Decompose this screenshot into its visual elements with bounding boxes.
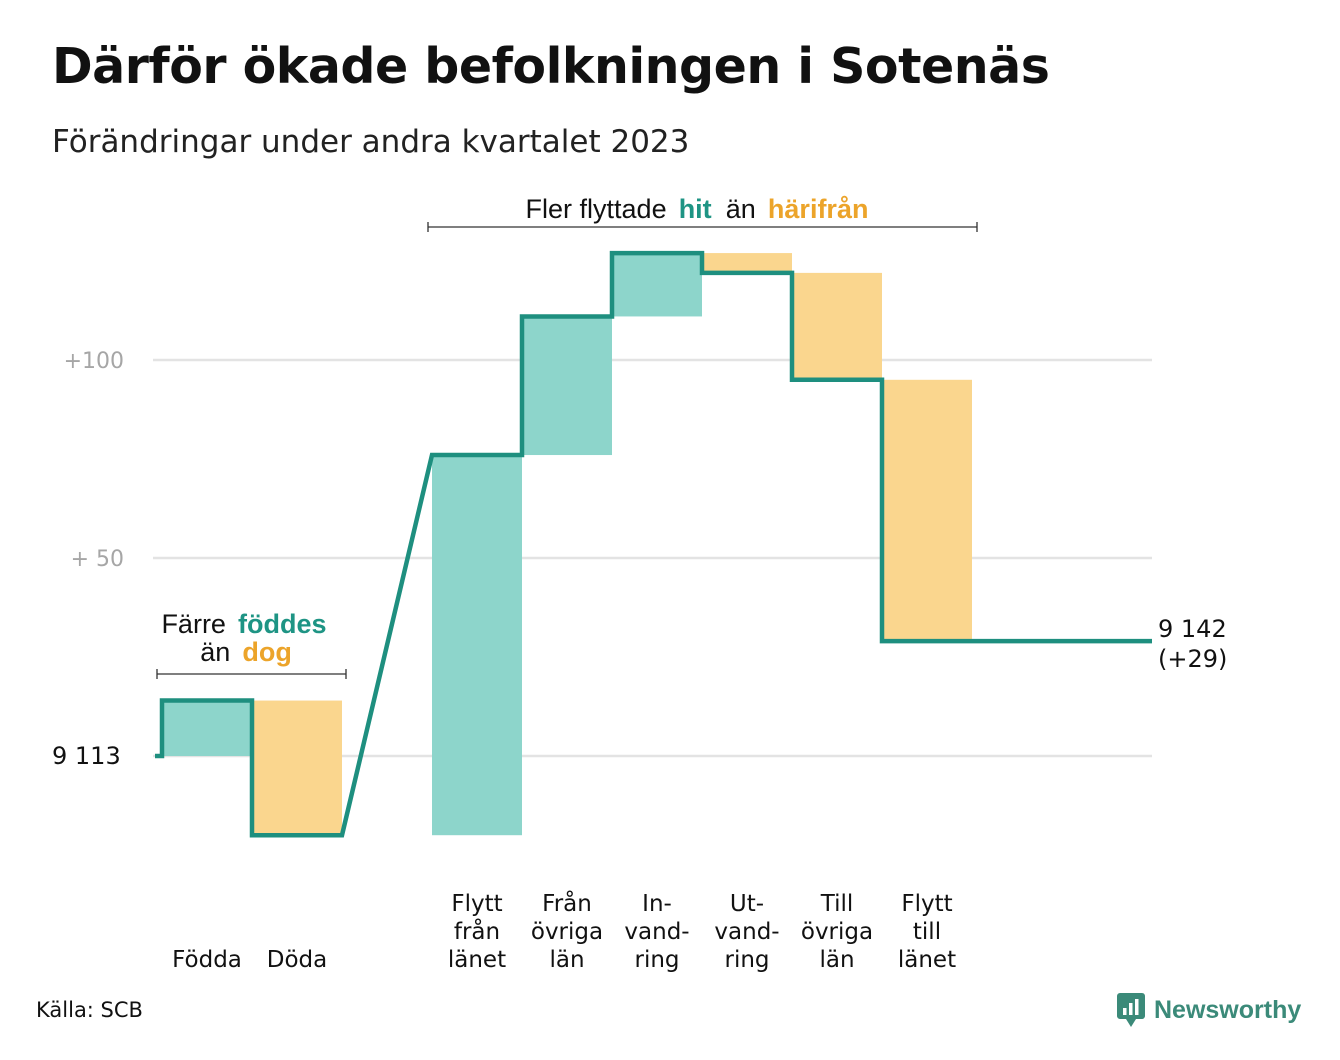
moves-annotation-away: härifrån [768,194,869,224]
y-tick-labels: +100 + 50 [64,349,124,572]
waterfall-bar [792,272,882,380]
category-label: Från övriga län [531,889,603,973]
births-annotation-bracket [156,669,347,679]
source-note: Källa: SCB [36,998,143,1022]
births-annotation-line1: Färre föddes [161,609,326,639]
chart-title: Därför ökade befolkningen i Sotenäs [52,38,1050,95]
waterfall-bar [162,700,252,756]
births-annotation-than: än [200,637,230,667]
moves-annotation-than: än [726,194,756,224]
category-label: Till övriga län [801,891,873,973]
running-total-line-layer [155,250,1152,838]
waterfall-bar [252,700,342,836]
moves-annotation-more: Fler flyttade [526,194,667,224]
end-value-label: 9 142 [1158,615,1227,643]
waterfall-bar [612,253,702,317]
births-annotation-died: dog [242,637,291,667]
y-tick-label: + 50 [71,547,124,572]
category-label: Flytt till länet [898,891,956,973]
category-labels: Födda Döda Flytt från länet Från övriga län In-v… [172,889,956,973]
running-total-line [155,250,1152,838]
category-label: Flytt från länet [448,891,506,973]
births-annotation-line2: än dog [200,637,292,667]
category-label: Döda [267,947,327,973]
category-label: Födda [172,947,242,973]
bars-layer [162,253,972,836]
moves-annotation-bracket [427,222,978,232]
moves-annotation: Fler flyttade hit än härifrån [526,194,869,224]
chart-subtitle: Förändringar under andra kvartalet 2023 [52,124,690,160]
category-label: In-vand-ring [624,891,689,973]
newsworthy-logo-icon [1117,993,1145,1027]
waterfall-bar [882,379,972,642]
newsworthy-brand[interactable]: Newsworthy [1116,992,1301,1028]
moves-annotation-here: hit [679,194,712,224]
waterfall-bar [432,455,522,836]
start-value-label: 9 113 [52,742,121,770]
births-annotation-born: föddes [238,609,327,639]
births-annotation-fewer: Färre [161,609,226,639]
brand-name: Newsworthy [1154,995,1302,1024]
category-label: Ut-vand-ring [714,891,779,973]
grid-layer [153,358,1152,758]
waterfall-bar [522,316,612,456]
y-tick-label: +100 [64,349,124,374]
end-change-label: (+29) [1158,645,1227,673]
waterfall-bar [702,253,792,273]
